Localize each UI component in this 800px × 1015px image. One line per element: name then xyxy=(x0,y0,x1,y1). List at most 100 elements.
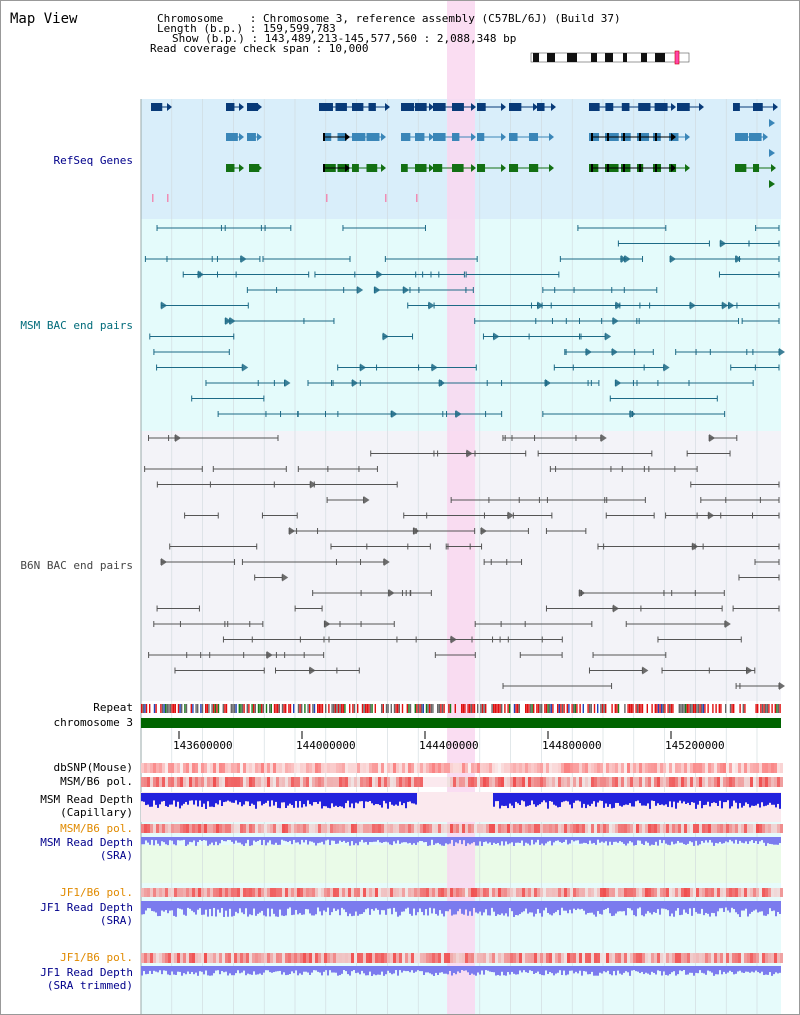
read-depth-bar xyxy=(347,837,349,842)
repeat-element xyxy=(366,704,368,713)
repeat-element xyxy=(699,704,701,713)
bac-end-arrow xyxy=(722,301,729,310)
read-depth-bar xyxy=(639,793,641,804)
read-depth-bar xyxy=(731,793,733,807)
read-depth-bar xyxy=(233,966,235,976)
polymorphism-cell xyxy=(375,824,378,833)
polymorphism-cell xyxy=(699,777,702,787)
read-depth-bar xyxy=(143,837,145,845)
polymorphism-cell xyxy=(375,777,378,787)
read-depth-bar xyxy=(187,793,189,805)
read-depth-bar xyxy=(575,793,577,801)
read-depth-bar xyxy=(563,966,565,971)
repeat-element xyxy=(230,704,232,713)
polymorphism-cell xyxy=(174,953,177,963)
read-depth-bar xyxy=(281,793,283,803)
polymorphism-cell xyxy=(336,953,339,963)
read-depth-bar xyxy=(777,793,779,804)
read-depth-bar xyxy=(515,966,517,975)
read-depth-bar xyxy=(413,901,415,909)
read-depth-bar xyxy=(167,901,169,914)
repeat-element xyxy=(494,704,496,713)
repeat-element xyxy=(472,704,474,713)
bac-end-arrow xyxy=(284,379,291,387)
gene-strand-arrow xyxy=(385,103,390,111)
polymorphism-cell xyxy=(597,888,600,897)
polymorphism-cell xyxy=(222,763,225,773)
read-depth-bar xyxy=(349,901,351,914)
repeat-element xyxy=(561,704,564,713)
polymorphism-cell xyxy=(603,953,606,963)
polymorphism-cell xyxy=(504,953,507,963)
read-depth-bar xyxy=(141,837,143,845)
polymorphism-cell xyxy=(498,824,501,833)
gene-strand-arrow xyxy=(257,103,262,111)
polymorphism-cell xyxy=(456,824,459,833)
read-depth-bar xyxy=(561,901,563,908)
polymorphism-cell xyxy=(408,824,411,833)
read-depth-bar xyxy=(573,901,575,909)
repeat-element xyxy=(683,704,685,713)
read-depth-bar xyxy=(767,901,769,915)
read-depth-bar xyxy=(583,837,585,843)
polymorphism-cell xyxy=(354,763,357,773)
polymorphism-cell xyxy=(603,824,606,833)
read-depth-bar xyxy=(677,966,679,975)
read-depth-bar xyxy=(373,793,375,806)
polymorphism-cell xyxy=(522,824,525,833)
polymorphism-cell xyxy=(651,777,654,787)
polymorphism-cell xyxy=(456,777,459,787)
read-depth-bar xyxy=(193,793,195,805)
read-depth-bar xyxy=(371,837,373,843)
read-depth-bar xyxy=(469,837,471,845)
polymorphism-cell xyxy=(666,777,669,787)
polymorphism-cell xyxy=(720,953,723,963)
polymorphism-cell xyxy=(372,763,375,773)
read-depth-bar xyxy=(331,837,333,841)
read-depth-bar xyxy=(303,901,305,915)
gene-strand-arrow xyxy=(239,133,244,141)
read-depth-bar xyxy=(619,901,621,912)
polymorphism-cell xyxy=(513,824,516,833)
polymorphism-cell xyxy=(780,777,783,787)
read-depth-bar xyxy=(301,966,303,975)
read-depth-bar xyxy=(295,837,297,843)
read-depth-bar xyxy=(201,901,203,915)
bac-end-arrow xyxy=(428,301,435,310)
polymorphism-cell xyxy=(555,763,558,773)
read-depth-bar xyxy=(465,966,467,971)
gene-exon xyxy=(452,103,464,111)
polymorphism-cell xyxy=(408,953,411,963)
read-depth-bar xyxy=(687,966,689,975)
polymorphism-cell xyxy=(438,824,441,833)
read-depth-bar xyxy=(339,966,341,976)
read-depth-bar xyxy=(339,793,341,807)
read-depth-bar xyxy=(155,966,157,972)
polymorphism-cell xyxy=(201,824,204,833)
polymorphism-cell xyxy=(513,777,516,787)
polymorphism-cell xyxy=(246,824,249,833)
axis-tick-label: 144800000 xyxy=(542,739,602,752)
read-depth-bar xyxy=(497,966,499,975)
bac-end-arrow xyxy=(779,348,785,356)
msm-bac-label: MSM BAC end pairs xyxy=(20,319,133,332)
read-depth-bar xyxy=(345,837,347,843)
polymorphism-cell xyxy=(261,777,264,787)
read-depth-bar xyxy=(771,793,773,805)
read-depth-bar xyxy=(617,793,619,803)
repeat-element xyxy=(449,704,452,713)
polymorphism-cell xyxy=(543,888,546,897)
polymorphism-cell xyxy=(306,777,309,787)
read-depth-bar xyxy=(259,793,261,802)
read-depth-bar xyxy=(579,793,581,802)
polymorphism-cell xyxy=(423,888,426,897)
read-depth-bar xyxy=(241,793,243,807)
polymorphism-cell xyxy=(168,953,171,963)
read-depth-bar xyxy=(631,901,633,911)
msm-depth-capillary-sub: (Capillary) xyxy=(60,806,133,819)
read-depth-bar xyxy=(773,793,775,805)
polymorphism-cell xyxy=(261,763,264,773)
polymorphism-cell xyxy=(666,763,669,773)
read-depth-bar xyxy=(533,966,535,974)
